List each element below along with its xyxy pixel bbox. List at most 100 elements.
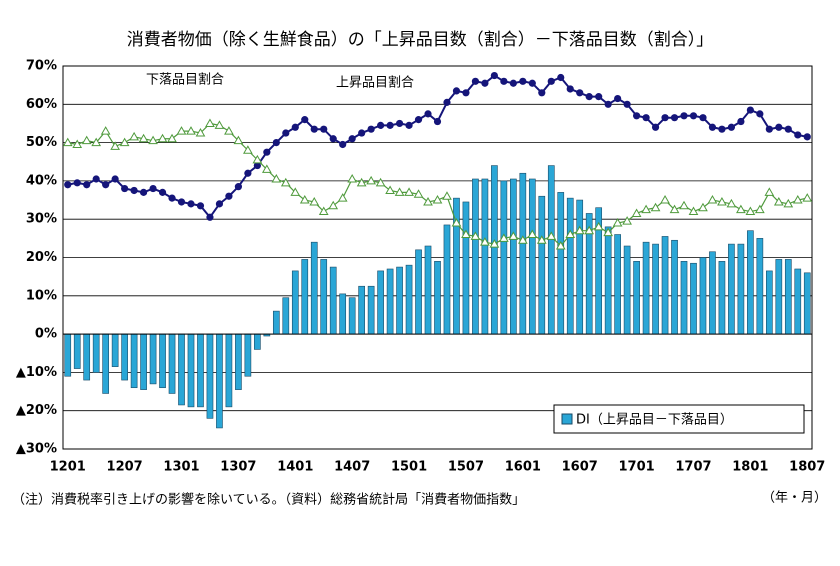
point <box>186 126 196 135</box>
bar <box>272 310 280 335</box>
point <box>271 173 282 183</box>
bar <box>377 270 384 335</box>
point <box>462 89 470 97</box>
bar <box>140 333 147 390</box>
x-tick-label: 1701 <box>619 460 655 475</box>
point <box>225 192 233 200</box>
point <box>631 208 642 217</box>
point <box>347 173 358 183</box>
point <box>102 181 110 189</box>
point <box>413 189 424 198</box>
point <box>244 169 252 177</box>
bar <box>329 266 337 335</box>
point <box>698 202 708 212</box>
point <box>546 231 557 240</box>
point <box>348 135 356 143</box>
y-tick-label: ▲30% <box>16 442 57 457</box>
point <box>337 193 348 202</box>
point <box>679 200 689 210</box>
point <box>205 118 215 127</box>
point <box>489 239 500 248</box>
bar <box>472 178 479 335</box>
legend: DI（上昇品目－下落品目） <box>553 404 805 434</box>
point <box>62 137 73 147</box>
bar <box>348 297 356 335</box>
point <box>622 216 632 225</box>
point <box>802 193 813 202</box>
x-tick-label: 1501 <box>391 460 427 475</box>
bar <box>803 272 811 335</box>
note: （注）消費税率引き上げの影響を除いている。（資料）総務省統計局「消費者物価指数」 <box>12 492 525 508</box>
x-tick-label: 1301 <box>163 460 199 475</box>
point <box>500 77 508 85</box>
bar <box>709 251 716 335</box>
point <box>157 133 168 143</box>
bar <box>396 266 403 335</box>
y-tick-label: 40% <box>26 173 57 188</box>
bar <box>500 180 508 335</box>
point <box>718 125 726 133</box>
y-tick-label: 0% <box>35 327 57 342</box>
point <box>765 125 773 133</box>
point <box>214 120 225 129</box>
bar <box>604 226 612 335</box>
x-tick-label: 1401 <box>277 460 313 475</box>
point <box>775 123 783 131</box>
x-tick-label: 1807 <box>789 460 825 475</box>
point <box>253 161 261 170</box>
point <box>394 187 405 196</box>
point <box>745 206 756 216</box>
point <box>661 114 669 122</box>
point <box>92 175 100 183</box>
point <box>385 185 395 194</box>
point <box>290 187 301 196</box>
point <box>517 235 528 244</box>
y-tick-label: 30% <box>26 212 57 227</box>
point <box>301 116 309 124</box>
point <box>555 241 566 250</box>
chart-title: 消費者物価（除く生鮮食品）の「上昇品目数（割合）－下落品目数（割合）」 <box>127 30 714 50</box>
bar <box>623 245 631 335</box>
point <box>689 112 698 120</box>
point <box>481 79 489 87</box>
point <box>196 202 205 210</box>
point <box>375 177 386 187</box>
bar <box>216 333 223 429</box>
point <box>366 175 376 185</box>
x-tick-label: 1201 <box>50 460 86 475</box>
bar <box>699 257 707 335</box>
bar <box>519 172 527 335</box>
bar <box>538 195 546 335</box>
point <box>224 126 234 135</box>
point <box>442 191 452 200</box>
bar <box>282 297 290 335</box>
point <box>443 98 451 106</box>
point <box>310 125 318 133</box>
bar <box>235 333 242 390</box>
point <box>784 125 792 133</box>
point <box>187 200 195 208</box>
point <box>424 110 432 118</box>
bar <box>756 238 764 335</box>
point <box>746 106 754 114</box>
bar <box>159 333 166 389</box>
bar <box>747 230 754 335</box>
bar <box>547 165 555 335</box>
point <box>73 179 81 187</box>
point <box>404 187 414 196</box>
point <box>83 181 91 189</box>
bar <box>367 285 375 335</box>
point <box>595 93 603 101</box>
point <box>451 218 462 227</box>
point <box>660 195 670 204</box>
point <box>803 133 811 141</box>
bar <box>121 333 128 381</box>
point <box>81 135 92 145</box>
bar <box>528 178 536 335</box>
bar <box>728 243 735 335</box>
series-label: 下落品目割合 <box>146 72 224 88</box>
bar <box>130 333 138 389</box>
bar <box>424 245 432 335</box>
point <box>176 126 187 135</box>
bar <box>64 333 72 377</box>
